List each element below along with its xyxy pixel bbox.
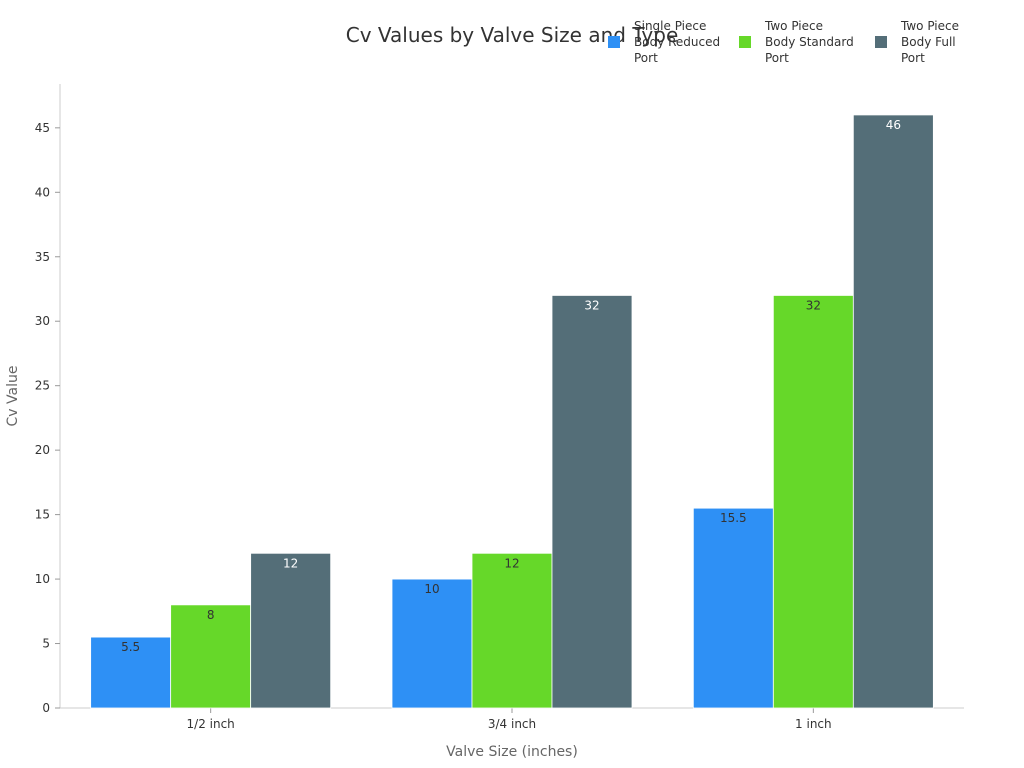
y-tick-label: 20 [35,443,50,457]
bar [170,604,252,709]
x-tick-label: 3/4 inch [488,717,536,731]
plot-area: 0 5 10 15 20 25 30 35 40 45 1/2 inch 5.5 8 12 3/4 inch… [35,84,964,731]
legend-swatch [608,36,620,48]
legend-label: Two Piece [764,19,823,33]
legend-label: Body Standard [765,35,854,49]
bar-value-label: 8 [207,608,215,622]
legend-label: Port [765,51,789,65]
bar [90,636,172,709]
legend-label: Two Piece [900,19,959,33]
bar-value-label: 32 [806,298,821,312]
y-axis-title: Cv Value [5,366,21,427]
bar [852,114,934,709]
y-tick-label: 45 [35,121,50,135]
legend-label: Port [901,51,925,65]
y-tick-label: 0 [42,701,50,715]
bar [471,552,553,709]
bar-value-label: 15.5 [720,511,747,525]
bar [692,507,774,709]
legend-label: Port [634,51,658,65]
bar-value-label: 10 [424,582,439,596]
y-tick-label: 40 [35,185,50,199]
y-tick-label: 25 [35,379,50,393]
bar [391,578,473,709]
y-tick-label: 35 [35,250,50,264]
bar-value-label: 46 [886,118,901,132]
x-axis-title: Valve Size (inches) [446,744,578,760]
bar-value-label: 12 [504,556,519,570]
legend-label: Body Reduced [634,35,720,49]
legend-swatch [739,36,751,48]
legend-label: Body Full [901,35,956,49]
y-tick-label: 15 [35,508,50,522]
x-tick-label: 1 inch [795,717,832,731]
bar-value-label: 32 [584,298,599,312]
legend: Single Piece Body Reduced Port Two Piece Bod… [608,19,959,65]
bar [551,295,633,709]
y-tick-label: 30 [35,314,50,328]
bar-value-label: 12 [283,556,298,570]
bar-value-label: 5.5 [121,640,140,654]
chart-title: Cv Values by Valve Size and Type [346,23,679,47]
x-tick-label: 1/2 inch [187,717,235,731]
y-tick-label: 5 [42,637,50,651]
legend-swatch [875,36,887,48]
y-tick-label: 10 [35,572,50,586]
bar [772,295,854,709]
bar [250,552,332,709]
legend-label: Single Piece [634,19,706,33]
